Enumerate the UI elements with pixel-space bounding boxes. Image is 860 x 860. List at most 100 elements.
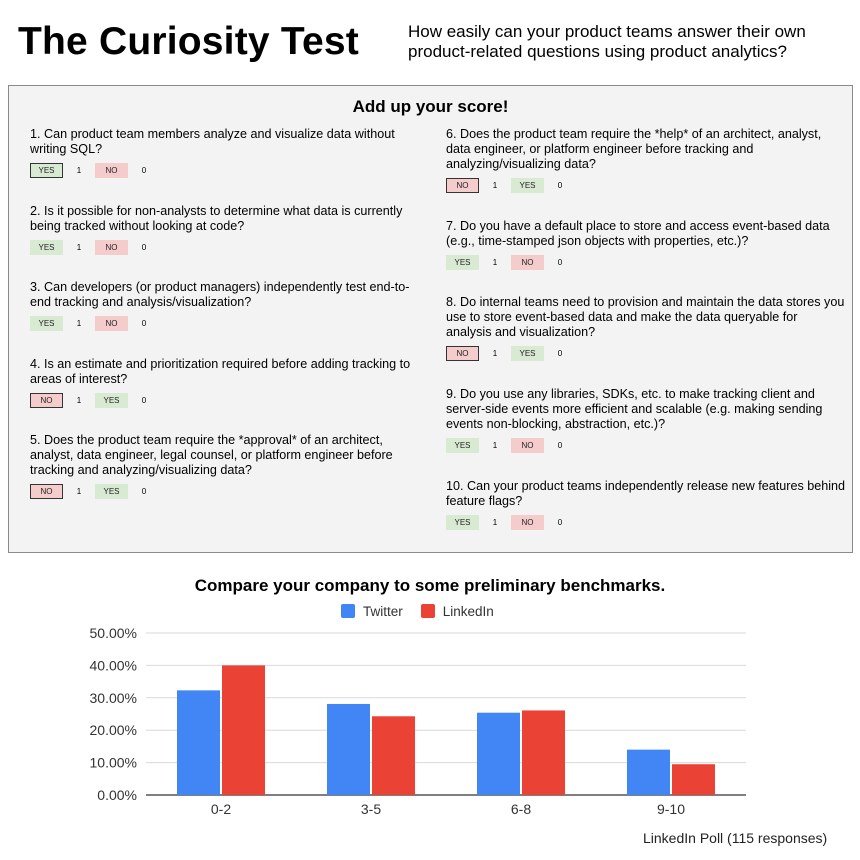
chart-legend: Twitter LinkedIn	[341, 602, 512, 620]
question-text: 8. Do internal teams need to provision a…	[446, 295, 845, 339]
question-7: 7. Do you have a default place to store …	[446, 219, 846, 270]
answer-no-button[interactable]: NO	[511, 515, 544, 530]
legend-label-twitter: Twitter	[363, 603, 403, 619]
question-text: 3. Can developers (or product managers) …	[30, 280, 410, 309]
page-title: The Curiosity Test	[18, 20, 359, 63]
bar-linkedin-3-5	[372, 716, 415, 795]
answer-no-button[interactable]: NO	[95, 240, 128, 255]
question-text: 6. Does the product team require the *he…	[446, 127, 822, 171]
question-4: 4. Is an estimate and prioritization req…	[30, 357, 425, 408]
bar-linkedin-6-8	[522, 710, 565, 795]
y-tick-label: 30.00%	[90, 690, 137, 706]
bar-twitter-3-5	[327, 703, 370, 795]
answer-score: 0	[544, 178, 576, 193]
answer-options: YES 1 NO 0	[446, 438, 846, 453]
question-text: 10. Can your product teams independently…	[446, 479, 846, 508]
answer-yes-button[interactable]: YES	[30, 240, 63, 255]
answer-no-button[interactable]: NO	[446, 178, 479, 193]
answer-score: 0	[544, 346, 576, 361]
question-text: 2. Is it possible for non-analysts to de…	[30, 204, 403, 233]
page-subtitle: How easily can your product teams answer…	[408, 22, 806, 61]
answer-options: YES 1 NO 0	[30, 240, 425, 255]
x-tick-label: 3-5	[361, 801, 381, 817]
answer-options: YES 1 NO 0	[446, 255, 846, 270]
answer-options: NO 1 YES 0	[30, 484, 425, 499]
answer-yes-button[interactable]: YES	[30, 316, 63, 331]
answer-yes-button[interactable]: YES	[446, 438, 479, 453]
answer-no-button[interactable]: NO	[30, 484, 63, 499]
answer-score: 0	[128, 240, 160, 255]
answer-no-button[interactable]: NO	[30, 393, 63, 408]
y-tick-label: 0.00%	[97, 787, 137, 803]
answer-yes-button[interactable]: YES	[511, 178, 544, 193]
answer-score: 1	[63, 484, 95, 499]
legend-item-twitter: Twitter	[341, 604, 403, 619]
x-tick-label: 6-8	[511, 801, 531, 817]
answer-score: 0	[544, 515, 576, 530]
legend-label-linkedin: LinkedIn	[442, 603, 494, 619]
answer-yes-button[interactable]: YES	[30, 163, 63, 178]
y-tick-label: 40.00%	[90, 657, 137, 673]
answer-options: NO 1 YES 0	[30, 393, 425, 408]
answer-yes-button[interactable]: YES	[511, 346, 544, 361]
bar-twitter-0-2	[177, 690, 220, 795]
question-text: 7. Do you have a default place to store …	[446, 219, 830, 248]
answer-options: YES 1 NO 0	[30, 163, 425, 178]
answer-score: 0	[128, 163, 160, 178]
bar-linkedin-0-2	[222, 665, 265, 795]
score-panel: Add up your score! 1. Can product team m…	[8, 85, 853, 553]
question-9: 9. Do you use any libraries, SDKs, etc. …	[446, 387, 846, 453]
answer-yes-button[interactable]: YES	[446, 515, 479, 530]
bar-twitter-6-8	[477, 712, 520, 795]
answer-score: 1	[479, 178, 511, 193]
chart-title: Compare your company to some preliminary…	[194, 576, 666, 595]
bar-twitter-9-10	[627, 749, 670, 795]
answer-score: 1	[63, 316, 95, 331]
answer-score: 1	[479, 255, 511, 270]
answer-yes-button[interactable]: YES	[95, 484, 128, 499]
answer-no-button[interactable]: NO	[446, 346, 479, 361]
answer-score: 0	[128, 393, 160, 408]
question-10: 10. Can your product teams independently…	[446, 479, 846, 530]
answer-yes-button[interactable]: YES	[446, 255, 479, 270]
question-text: 5. Does the product team require the *ap…	[30, 433, 393, 477]
question-text: 9. Do you use any libraries, SDKs, etc. …	[446, 387, 823, 431]
answer-options: YES 1 NO 0	[30, 316, 425, 331]
question-5: 5. Does the product team require the *ap…	[30, 433, 425, 499]
answer-score: 0	[128, 484, 160, 499]
answer-score: 1	[479, 346, 511, 361]
legend-item-linkedin: LinkedIn	[420, 603, 494, 619]
question-3: 3. Can developers (or product managers) …	[30, 280, 425, 331]
answer-score: 1	[63, 393, 95, 408]
legend-swatch-linkedin	[420, 604, 435, 618]
question-1: 1. Can product team members analyze and …	[30, 127, 425, 178]
question-8: 8. Do internal teams need to provision a…	[446, 295, 846, 361]
answer-score: 1	[63, 240, 95, 255]
answer-options: YES 1 NO 0	[446, 515, 846, 530]
answer-score: 1	[63, 163, 95, 178]
x-tick-label: 0-2	[211, 801, 231, 817]
answer-score: 1	[479, 438, 511, 453]
bar-linkedin-9-10	[672, 764, 715, 795]
panel-heading: Add up your score!	[352, 97, 509, 116]
answer-yes-button[interactable]: YES	[95, 393, 128, 408]
answer-score: 0	[544, 255, 576, 270]
answer-score: 0	[544, 438, 576, 453]
y-tick-label: 20.00%	[90, 722, 137, 738]
answer-no-button[interactable]: NO	[511, 438, 544, 453]
answer-no-button[interactable]: NO	[511, 255, 544, 270]
question-2: 2. Is it possible for non-analysts to de…	[30, 204, 425, 255]
question-text: 4. Is an estimate and prioritization req…	[30, 357, 411, 386]
x-tick-label: 9-10	[657, 801, 685, 817]
question-6: 6. Does the product team require the *he…	[446, 127, 846, 193]
footnote: LinkedIn Poll (115 responses)	[643, 830, 828, 846]
y-tick-label: 50.00%	[90, 625, 137, 641]
y-tick-label: 10.00%	[90, 755, 137, 771]
answer-options: NO 1 YES 0	[446, 346, 846, 361]
answer-no-button[interactable]: NO	[95, 163, 128, 178]
answer-no-button[interactable]: NO	[95, 316, 128, 331]
question-text: 1. Can product team members analyze and …	[30, 127, 395, 156]
answer-options: NO 1 YES 0	[446, 178, 846, 193]
answer-score: 1	[479, 515, 511, 530]
